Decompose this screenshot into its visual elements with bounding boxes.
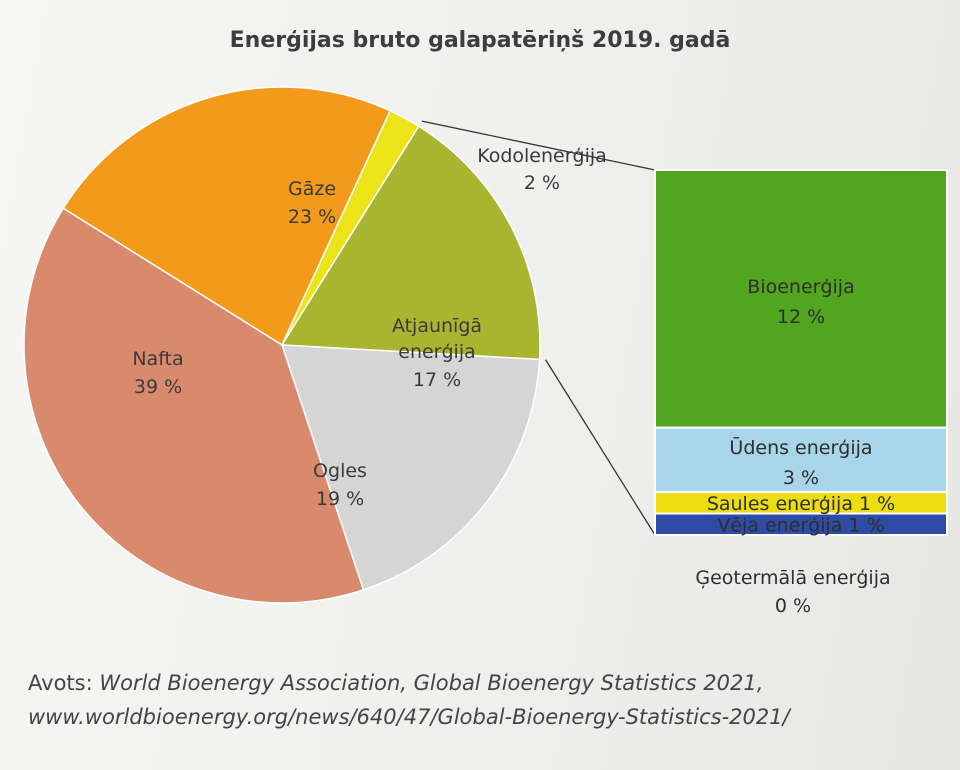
pie-label-atjauniga-energija: Atjaunīgā enerģija 17 % xyxy=(392,315,482,391)
bar-label-veja-energija: Vēja enerģija 1 % xyxy=(717,514,884,536)
connector-line-bottom xyxy=(545,359,656,536)
source-url: www.worldbioenergy.org/news/640/47/Globa… xyxy=(28,705,790,729)
source-prefix: Avots: xyxy=(28,671,100,695)
pie-label-gaze: Gāze 23 % xyxy=(288,178,336,228)
pie-slice-nafta xyxy=(23,207,365,604)
pie-labels: Gāze 23 % Atjaunīgā enerģija 17 % Ogles 19 % Na… xyxy=(132,145,606,510)
bar-label-udens-energija: Ūdens enerģija 3 % xyxy=(729,435,872,489)
bar-segment-bioenergija xyxy=(654,169,948,429)
pie-label-ogles: Ogles 19 % xyxy=(313,460,367,510)
breakdown-connectors xyxy=(421,120,656,536)
pie-label-kodolenergija: Kodolenerģija 2 % xyxy=(477,145,607,194)
chart-title: Enerģijas bruto galapatēriņš 2019. gadā xyxy=(229,28,731,53)
pie-slice-gaze xyxy=(62,86,392,347)
bar-segment-veja-energija xyxy=(654,512,948,537)
source-citation: World Bioenergy Association, Global Bioe… xyxy=(99,671,764,695)
pie-slice-atjauniga-energija xyxy=(280,125,541,361)
breakdown-labels: Bioenerģija 12 % Ūdens enerģija 3 % Saules e… xyxy=(695,276,895,617)
renewables-breakdown-bar xyxy=(654,169,948,537)
pie-slices xyxy=(23,86,541,604)
source-note: Avots: World Bioenergy Association, Glob… xyxy=(28,666,790,734)
pie-slice-ogles xyxy=(280,344,541,591)
bar-label-geotermala-energija: Ģeotermālā enerģija 0 % xyxy=(695,567,890,617)
bar-label-bioenergija: Bioenerģija 12 % xyxy=(747,276,854,328)
connector-line-top xyxy=(421,120,656,171)
source-line-1: Avots: World Bioenergy Association, Glob… xyxy=(28,666,790,700)
bar-segment-udens-energija xyxy=(654,426,948,494)
pie-label-nafta: Nafta 39 % xyxy=(132,348,183,398)
bar-label-saules-energija: Saules enerģija 1 % xyxy=(707,493,895,515)
